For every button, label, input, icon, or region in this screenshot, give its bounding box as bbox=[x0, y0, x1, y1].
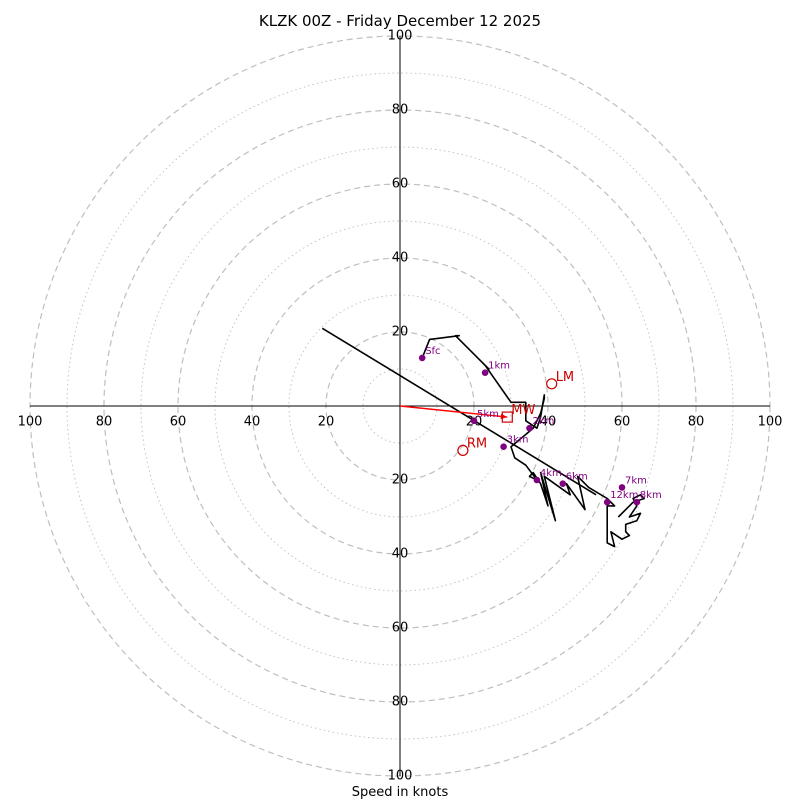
storm-motion-circle bbox=[546, 378, 558, 390]
tick-label-north: 40 bbox=[392, 251, 409, 266]
tick-label-west: 100 bbox=[18, 415, 43, 430]
shear-vector-line bbox=[399, 405, 508, 418]
tick-label-south: 100 bbox=[388, 769, 413, 784]
tick-label-west: 40 bbox=[244, 415, 261, 430]
height-marker-dot bbox=[500, 443, 507, 451]
tick-label-east: 60 bbox=[614, 415, 631, 430]
height-marker-dot bbox=[618, 484, 626, 491]
storm-motion-square bbox=[501, 411, 513, 423]
height-marker-dot bbox=[603, 498, 611, 506]
storm-motion-circle bbox=[457, 444, 469, 456]
hodograph-trace bbox=[421, 334, 646, 548]
height-marker-dot bbox=[633, 498, 641, 506]
height-marker-dot bbox=[559, 480, 567, 488]
x-axis-label: Speed in knots bbox=[352, 785, 449, 800]
height-marker-label: 12km bbox=[610, 490, 638, 501]
height-marker-dot bbox=[470, 417, 478, 425]
tick-label-north: 20 bbox=[392, 325, 409, 340]
height-marker-dot bbox=[533, 476, 541, 484]
height-marker-label: 3km bbox=[507, 435, 529, 446]
height-marker-dot bbox=[418, 354, 426, 362]
height-marker-label: 2km bbox=[533, 416, 555, 427]
tick-label-south: 20 bbox=[392, 473, 409, 488]
tick-label-south: 60 bbox=[392, 621, 409, 636]
tick-label-west: 80 bbox=[96, 415, 113, 430]
height-marker-label: 5km bbox=[477, 409, 499, 420]
storm-motion-label: RM bbox=[467, 436, 487, 451]
tick-label-north: 100 bbox=[388, 29, 413, 44]
tick-label-east: 80 bbox=[688, 415, 705, 430]
tick-label-north: 60 bbox=[392, 177, 409, 192]
storm-motion-markers: LM RM MW bbox=[457, 370, 574, 456]
tick-label-east: 40 bbox=[540, 415, 557, 430]
height-marker-label: 8km bbox=[640, 490, 662, 501]
chart-title: KLZK 00Z - Friday December 12 2025 bbox=[259, 12, 541, 30]
tick-label-north: 80 bbox=[392, 103, 409, 118]
height-marker-label: 7km bbox=[625, 475, 647, 486]
tick-label-east: 100 bbox=[758, 415, 783, 430]
tick-label-west: 60 bbox=[170, 415, 187, 430]
height-marker-dot bbox=[526, 424, 533, 432]
height-marker-label: 6km bbox=[566, 472, 588, 483]
storm-motion-label: MW bbox=[511, 403, 535, 418]
tick-label-south: 80 bbox=[392, 695, 409, 710]
height-marker-label: 4km bbox=[540, 468, 562, 479]
height-marker-label: 1km bbox=[488, 361, 510, 372]
storm-motion-label: LM bbox=[556, 370, 574, 385]
tick-labels: 2020202040404040606060608080808010010010… bbox=[18, 29, 783, 784]
height-marker-dot bbox=[481, 369, 489, 377]
tick-label-south: 40 bbox=[392, 547, 409, 562]
tick-label-west: 20 bbox=[318, 415, 335, 430]
height-marker-label: Sfc bbox=[425, 346, 440, 357]
